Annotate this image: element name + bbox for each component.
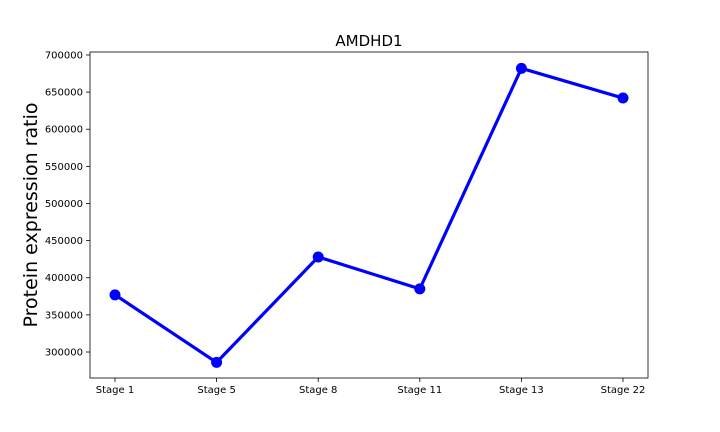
data-point [211,356,223,368]
data-point [312,251,324,263]
y-tick-label: 300000 [45,348,83,359]
data-point [414,283,426,295]
y-tick-label: 450000 [45,236,83,247]
y-tick-label: 400000 [45,273,83,284]
y-tick-label: 350000 [45,310,83,321]
data-point [515,62,527,74]
y-axis-label: Protein expression ratio [20,103,42,328]
y-tick-label: 550000 [45,162,83,173]
series-line [114,66,624,365]
y-tick-label: 700000 [45,50,83,61]
chart-title: AMDHD1 [335,32,402,50]
plot-frame [89,51,649,379]
y-tick-label: 650000 [45,88,83,99]
x-tick-label: Stage 22 [601,385,646,396]
y-tick-label: 500000 [45,199,83,210]
x-tick-label: Stage 5 [197,385,235,396]
plot-area: 300000 350000 400000 450000 500000 550000 6000… [45,50,649,396]
x-tick-label: Stage 1 [96,385,134,396]
x-tick-label: Stage 13 [499,385,544,396]
x-tick-label: Stage 11 [397,385,442,396]
data-point [617,92,629,104]
data-point [109,289,121,301]
y-tick-label: 600000 [45,125,83,136]
x-tick-label: Stage 8 [299,385,337,396]
